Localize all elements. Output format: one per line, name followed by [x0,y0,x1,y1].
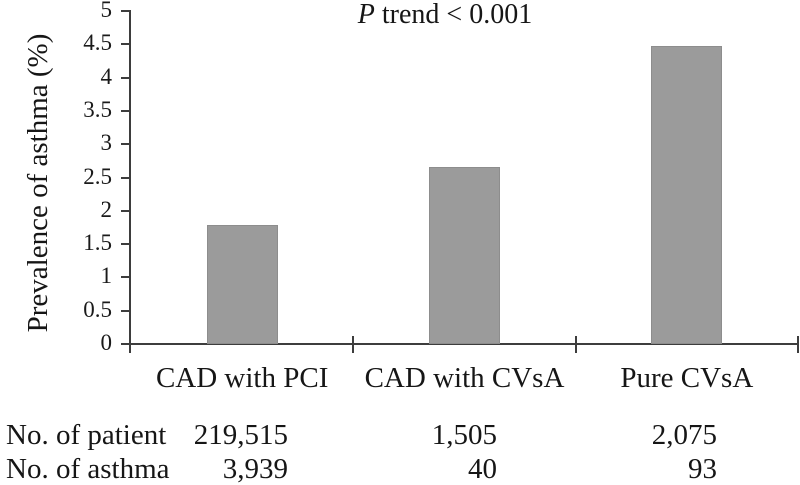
y-axis-tick [121,343,130,345]
table-cell-patients-cad-pci: 219,515 [193,419,288,451]
x-category-label: CAD with CVsA [364,362,565,394]
y-axis-tick [121,109,130,112]
x-category-label: Pure CVsA [620,362,754,394]
x-axis-line [129,343,798,345]
bar-pure-cvsa [651,45,723,344]
y-tick-label: 3 [100,130,113,156]
bar-cad-with-pci [206,224,278,344]
y-tick-label: 0.5 [83,296,112,322]
table-cell-asthma-pure-cvsa: 93 [688,453,717,485]
y-tick-label: 2 [100,196,113,222]
y-tick-label: 2.5 [83,163,112,189]
table-cell-asthma-cad-cvsa: 40 [468,453,497,485]
table-row-label-patients: No. of patient [6,419,167,451]
y-axis-tick [121,176,130,179]
bar-cad-with-cvsa [429,166,500,344]
y-axis-tick [121,276,130,279]
y-tick-label: 1.5 [83,230,112,256]
y-axis-tick [121,143,130,146]
y-axis-tick [121,10,130,12]
p-trend-text: trend < 0.001 [374,0,533,30]
p-trend-annotation: P trend < 0.001 [340,0,550,30]
table-cell-patients-cad-cvsa: 1,505 [431,419,497,451]
table-cell-patients-pure-cvsa: 2,075 [651,419,717,451]
y-tick-label: 0 [100,330,113,355]
table-row-label-asthma: No. of asthma [6,453,170,485]
y-axis-line [129,10,131,353]
x-axis-tick [352,336,355,353]
y-axis-tick [121,243,130,246]
x-category-label: CAD with PCI [155,362,329,394]
y-axis-tick [121,76,130,79]
y-tick-label: 1 [100,263,113,289]
y-tick-label: 3.5 [83,96,112,122]
y-tick-label: 4.5 [83,30,112,56]
x-axis-tick [574,336,577,353]
x-axis-tick [797,336,799,353]
y-axis-tick [121,43,130,46]
y-axis-tick [121,209,130,212]
p-trend-italic-p: P [357,0,375,30]
y-axis-tick [121,309,130,312]
y-tick-label: 5 [100,0,113,22]
table-cell-asthma-cad-pci: 3,939 [222,453,288,485]
y-tick-label: 4 [100,63,113,89]
